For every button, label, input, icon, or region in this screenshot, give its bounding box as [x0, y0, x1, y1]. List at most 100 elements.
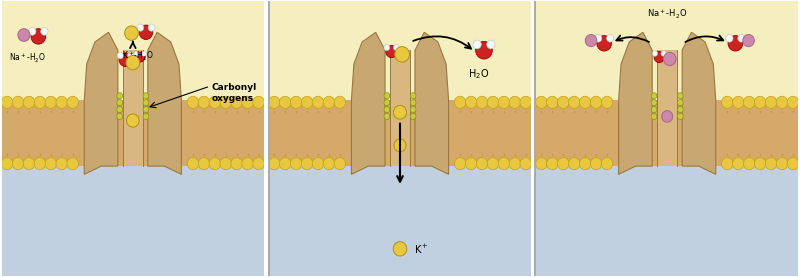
- Bar: [269, 166, 531, 276]
- Circle shape: [590, 158, 602, 170]
- Circle shape: [487, 96, 498, 108]
- Circle shape: [34, 158, 46, 170]
- Circle shape: [654, 52, 665, 63]
- Circle shape: [231, 96, 242, 108]
- Circle shape: [651, 100, 657, 106]
- Circle shape: [126, 114, 139, 127]
- Circle shape: [466, 96, 477, 108]
- Circle shape: [242, 96, 254, 108]
- Circle shape: [290, 158, 302, 170]
- Circle shape: [590, 96, 602, 108]
- Circle shape: [23, 158, 34, 170]
- Circle shape: [733, 158, 744, 170]
- Circle shape: [661, 51, 666, 56]
- Circle shape: [56, 158, 67, 170]
- Circle shape: [743, 96, 755, 108]
- Circle shape: [394, 105, 406, 119]
- Circle shape: [475, 41, 492, 59]
- Circle shape: [253, 96, 264, 108]
- Circle shape: [209, 158, 221, 170]
- Circle shape: [558, 96, 569, 108]
- Bar: [536, 1, 798, 100]
- Circle shape: [34, 96, 46, 108]
- Circle shape: [12, 96, 24, 108]
- Circle shape: [678, 100, 683, 106]
- Circle shape: [302, 158, 313, 170]
- Circle shape: [31, 29, 46, 44]
- Circle shape: [2, 158, 13, 170]
- Circle shape: [594, 34, 602, 42]
- Text: H$_2$O: H$_2$O: [468, 67, 490, 81]
- Circle shape: [323, 158, 334, 170]
- Bar: [536, 100, 798, 166]
- Polygon shape: [618, 32, 652, 174]
- Circle shape: [410, 93, 416, 99]
- Circle shape: [558, 158, 569, 170]
- Circle shape: [410, 100, 416, 106]
- Polygon shape: [415, 32, 449, 174]
- Circle shape: [498, 158, 510, 170]
- Circle shape: [394, 47, 410, 62]
- Circle shape: [663, 52, 676, 66]
- Circle shape: [536, 158, 547, 170]
- Bar: [269, 1, 531, 100]
- Circle shape: [787, 96, 798, 108]
- Circle shape: [119, 53, 132, 66]
- Circle shape: [722, 158, 733, 170]
- Polygon shape: [148, 32, 182, 174]
- Circle shape: [476, 158, 488, 170]
- Circle shape: [766, 96, 777, 108]
- Circle shape: [652, 51, 658, 56]
- Circle shape: [127, 52, 134, 59]
- Circle shape: [334, 158, 346, 170]
- Circle shape: [334, 96, 346, 108]
- Circle shape: [386, 45, 398, 58]
- Circle shape: [486, 40, 495, 49]
- Circle shape: [597, 35, 611, 51]
- Circle shape: [410, 106, 416, 112]
- Circle shape: [323, 96, 334, 108]
- Circle shape: [733, 96, 744, 108]
- Circle shape: [279, 96, 291, 108]
- Circle shape: [393, 242, 407, 256]
- Circle shape: [117, 113, 122, 119]
- Circle shape: [579, 158, 591, 170]
- Circle shape: [302, 96, 313, 108]
- Circle shape: [536, 96, 547, 108]
- Circle shape: [766, 158, 777, 170]
- Circle shape: [520, 158, 531, 170]
- Circle shape: [651, 93, 657, 99]
- Circle shape: [198, 158, 210, 170]
- Circle shape: [776, 158, 788, 170]
- Bar: [2, 100, 264, 166]
- Circle shape: [466, 158, 477, 170]
- Circle shape: [269, 158, 280, 170]
- Circle shape: [67, 158, 78, 170]
- Circle shape: [117, 106, 122, 112]
- Circle shape: [290, 96, 302, 108]
- Circle shape: [473, 40, 482, 49]
- Circle shape: [117, 52, 123, 59]
- Circle shape: [67, 96, 78, 108]
- Circle shape: [143, 113, 149, 119]
- Circle shape: [546, 96, 558, 108]
- Circle shape: [117, 93, 122, 99]
- Circle shape: [509, 158, 521, 170]
- Circle shape: [384, 45, 390, 51]
- Circle shape: [126, 55, 140, 70]
- Circle shape: [45, 158, 57, 170]
- Circle shape: [220, 158, 231, 170]
- Circle shape: [148, 24, 155, 31]
- Circle shape: [546, 158, 558, 170]
- Circle shape: [787, 158, 798, 170]
- Circle shape: [279, 158, 291, 170]
- Circle shape: [143, 93, 149, 99]
- Circle shape: [41, 27, 48, 35]
- Circle shape: [569, 96, 580, 108]
- Circle shape: [187, 96, 198, 108]
- Circle shape: [520, 96, 531, 108]
- Circle shape: [498, 96, 510, 108]
- Bar: [269, 100, 531, 166]
- Text: K$^+$: K$^+$: [414, 243, 429, 256]
- Circle shape: [602, 96, 613, 108]
